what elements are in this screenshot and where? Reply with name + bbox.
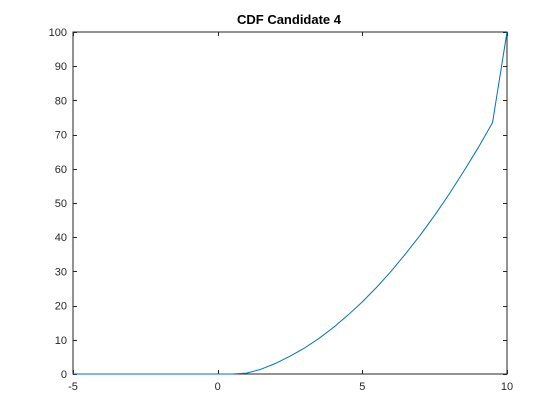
y-tick-label: 20 [55, 301, 67, 313]
x-tick-label: 0 [215, 381, 221, 393]
y-tick-label: 60 [55, 164, 67, 176]
y-tick-label: 90 [55, 61, 67, 73]
chart-title: CDF Candidate 4 [237, 12, 342, 27]
y-tick-label: 100 [49, 27, 67, 39]
plot-area [73, 32, 507, 374]
y-tick-label: 30 [55, 266, 67, 278]
x-tick-label: 10 [501, 381, 513, 393]
y-tick-label: 0 [61, 369, 67, 381]
y-tick-label: 10 [55, 335, 67, 347]
y-tick-label: 50 [55, 198, 67, 210]
y-tick-label: 80 [55, 95, 67, 107]
x-tick-label: 5 [359, 381, 365, 393]
y-tick-label: 70 [55, 130, 67, 142]
x-tick-label: -5 [68, 381, 78, 393]
y-tick-label: 40 [55, 232, 67, 244]
